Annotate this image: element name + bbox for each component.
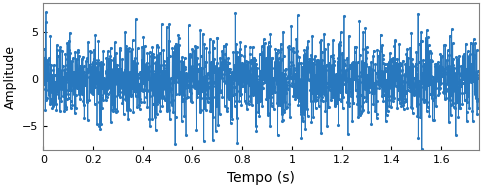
Y-axis label: Amplitude: Amplitude (3, 45, 16, 109)
X-axis label: Tempo (s): Tempo (s) (227, 171, 295, 185)
